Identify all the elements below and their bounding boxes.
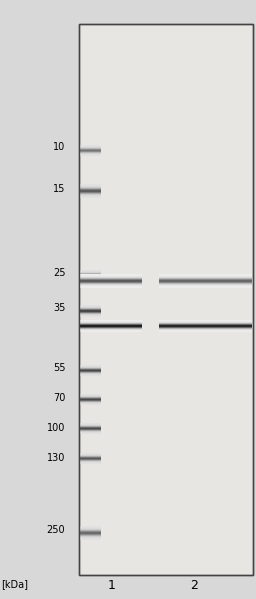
Bar — [79, 24, 253, 575]
Text: 100: 100 — [47, 423, 65, 433]
Text: 70: 70 — [53, 394, 65, 403]
Text: 250: 250 — [47, 525, 65, 535]
Text: 1: 1 — [108, 579, 115, 592]
Text: 35: 35 — [53, 304, 65, 313]
Text: 15: 15 — [53, 184, 65, 193]
Text: 130: 130 — [47, 453, 65, 463]
Text: 25: 25 — [53, 268, 65, 277]
Text: 55: 55 — [53, 364, 65, 373]
Text: 10: 10 — [53, 142, 65, 152]
Text: [kDa]: [kDa] — [1, 579, 28, 589]
Text: 2: 2 — [191, 579, 198, 592]
Bar — [79, 24, 253, 575]
